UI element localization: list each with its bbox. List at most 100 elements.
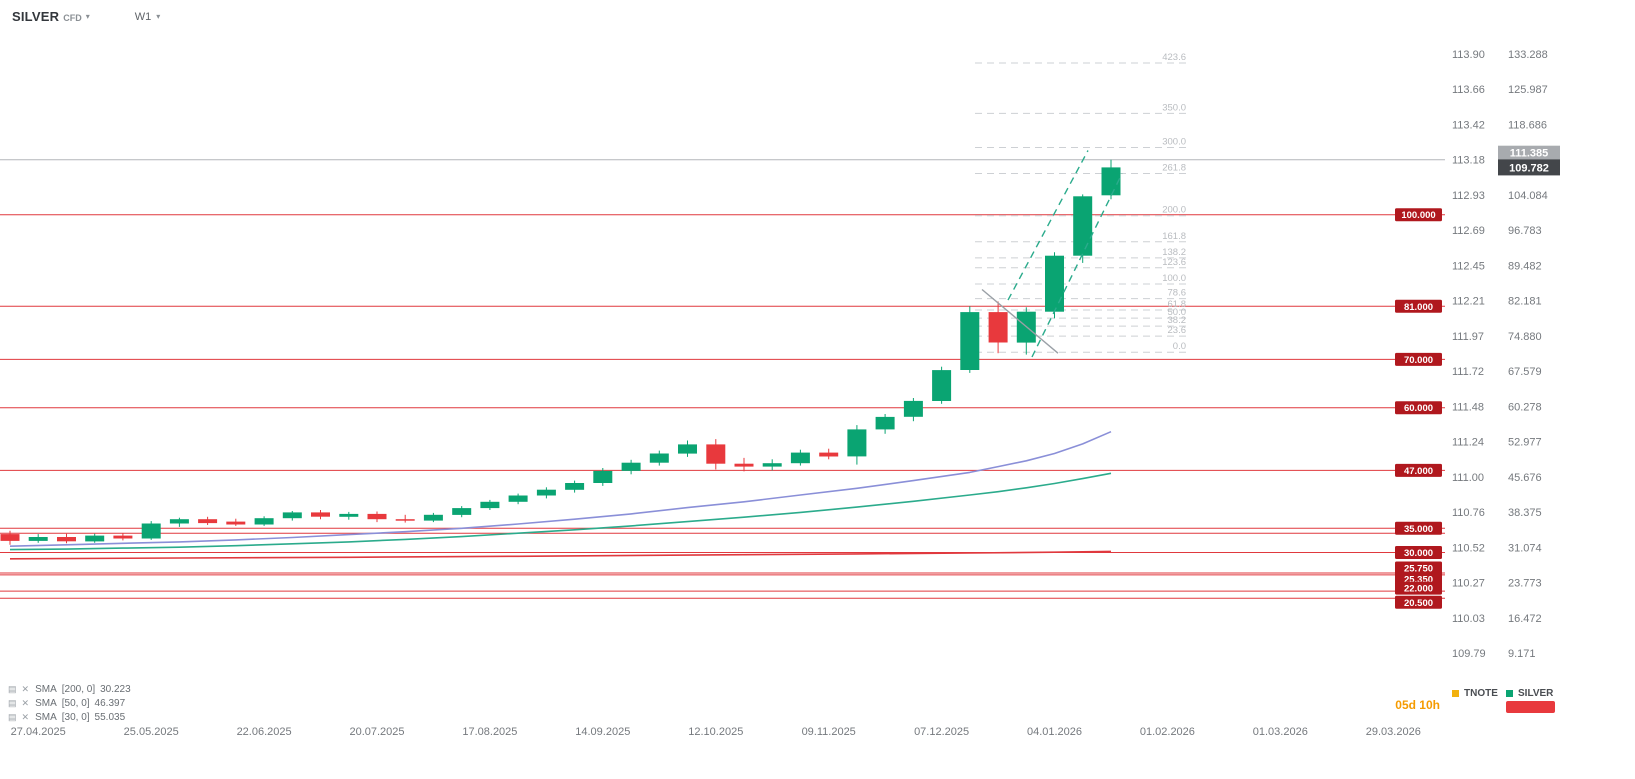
timeframe-selector[interactable]: W1 ▾ (135, 11, 161, 23)
svg-text:25.350: 25.350 (1404, 574, 1433, 585)
indicator-menu-icon[interactable]: ▤ (8, 712, 17, 722)
indicator-params: [200, 0] (61, 683, 96, 695)
svg-text:110.03: 110.03 (1452, 613, 1485, 625)
trendline-down-trendline[interactable] (981, 288, 1059, 354)
svg-text:113.18: 113.18 (1452, 155, 1485, 167)
svg-text:47.000: 47.000 (1404, 466, 1433, 477)
svg-text:38.375: 38.375 (1508, 507, 1542, 519)
indicator-remove-icon[interactable]: ✕ (21, 698, 30, 708)
svg-text:14.09.2025: 14.09.2025 (575, 726, 630, 738)
indicator-value: 30.223 (100, 683, 131, 695)
svg-text:300.0: 300.0 (1162, 137, 1186, 148)
price-axis[interactable]: 113.90 113.66 113.42 113.18 112.93 112.69 112.… (1452, 49, 1548, 660)
fibonacci-retracement[interactable]: 423.6 350.0 300.0 261.8 200.0 161.8 138.2123.6… (975, 52, 1190, 353)
svg-text:113.42: 113.42 (1452, 120, 1485, 132)
svg-text:112.69: 112.69 (1452, 225, 1485, 237)
svg-text:81.000: 81.000 (1404, 302, 1433, 313)
legend-item-silver[interactable]: SILVER (1506, 688, 1553, 699)
svg-text:22.000: 22.000 (1404, 584, 1433, 595)
svg-text:25.05.2025: 25.05.2025 (124, 726, 179, 738)
svg-text:23.6: 23.6 (1168, 325, 1187, 336)
indicator-row-sma200: ▤ ✕ SMA [200, 0] 30.223 (8, 682, 131, 696)
indicator-value: 46.397 (94, 697, 126, 709)
indicator-value: 55.035 (94, 711, 126, 723)
price-level-lines[interactable] (0, 214, 1445, 599)
svg-text:35.000: 35.000 (1404, 524, 1433, 535)
sma-50-line[interactable] (9, 472, 1112, 551)
svg-text:96.783: 96.783 (1508, 225, 1542, 237)
svg-text:60.000: 60.000 (1404, 403, 1433, 414)
svg-text:50.0: 50.0 (1168, 307, 1187, 318)
svg-text:100.000: 100.000 (1401, 210, 1435, 221)
svg-text:261.8: 261.8 (1162, 163, 1186, 174)
svg-text:200.0: 200.0 (1162, 205, 1186, 216)
svg-text:112.45: 112.45 (1452, 260, 1485, 272)
sma-30-line[interactable] (9, 430, 1112, 547)
indicator-name: SMA (35, 683, 57, 695)
time-axis[interactable]: 27.04.2025 25.05.2025 22.06.2025 20.07.2025… (11, 726, 1421, 738)
svg-text:30.000: 30.000 (1404, 548, 1433, 559)
sma-200-line[interactable] (9, 550, 1112, 560)
indicator-remove-icon[interactable]: ✕ (21, 712, 30, 722)
svg-text:16.472: 16.472 (1508, 613, 1542, 625)
svg-text:74.880: 74.880 (1508, 331, 1542, 343)
svg-text:29.03.2026: 29.03.2026 (1366, 726, 1421, 738)
svg-text:110.76: 110.76 (1452, 507, 1485, 519)
indicator-menu-icon[interactable]: ▤ (8, 698, 17, 708)
svg-text:125.987: 125.987 (1508, 84, 1548, 96)
svg-text:350.0: 350.0 (1162, 102, 1186, 113)
svg-text:25.750: 25.750 (1404, 564, 1433, 575)
svg-text:67.579: 67.579 (1508, 366, 1542, 378)
chevron-down-icon: ▾ (85, 12, 90, 21)
svg-text:123.6: 123.6 (1162, 257, 1186, 268)
indicator-row-sma50: ▤ ✕ SMA [50, 0] 46.397 (8, 696, 131, 710)
svg-text:161.8: 161.8 (1162, 231, 1186, 242)
trendline-channel-upper[interactable] (1007, 150, 1089, 301)
legend-item-tnote[interactable]: TNOTE (1452, 688, 1498, 699)
indicator-remove-icon[interactable]: ✕ (21, 684, 30, 694)
indicator-name: SMA (35, 711, 57, 723)
svg-text:111.97: 111.97 (1452, 331, 1484, 343)
symbol-name: SILVER (12, 9, 60, 24)
svg-text:104.084: 104.084 (1508, 190, 1548, 202)
svg-text:01.02.2026: 01.02.2026 (1140, 726, 1195, 738)
svg-text:52.977: 52.977 (1508, 437, 1542, 449)
svg-text:133.288: 133.288 (1508, 49, 1548, 61)
svg-text:9.171: 9.171 (1508, 648, 1536, 660)
svg-text:89.482: 89.482 (1508, 260, 1542, 272)
indicator-menu-icon[interactable]: ▤ (8, 684, 17, 694)
svg-text:45.676: 45.676 (1508, 472, 1542, 484)
svg-text:70.000: 70.000 (1404, 355, 1433, 366)
svg-text:111.385: 111.385 (1510, 148, 1549, 160)
symbol-selector[interactable]: SILVER CFD ▾ (12, 9, 90, 24)
svg-text:0.0: 0.0 (1173, 341, 1186, 352)
svg-text:01.03.2026: 01.03.2026 (1253, 726, 1308, 738)
symbol-type: CFD (63, 13, 82, 23)
price-level-labels: 100.000 81.000 70.000 60.000 47.000 35.000 30.… (1395, 208, 1442, 609)
svg-text:61.8: 61.8 (1168, 299, 1187, 310)
indicator-params: [50, 0] (61, 697, 90, 709)
indicator-legend: ▤ ✕ SMA [200, 0] 30.223 ▤ ✕ SMA [50, 0] … (8, 682, 131, 724)
current-price-badge: 109.782 (1498, 159, 1560, 176)
timeframe-label: W1 (134, 10, 152, 23)
svg-text:109.782: 109.782 (1509, 162, 1549, 174)
trendline-channel-lower[interactable] (1031, 173, 1123, 358)
bar-close-countdown: 05d 10h (1395, 698, 1440, 712)
svg-text:113.90: 113.90 (1452, 49, 1485, 61)
chart-header: SILVER CFD ▾ W1 ▾ (12, 9, 160, 24)
svg-text:100.0: 100.0 (1162, 273, 1186, 284)
svg-text:31.074: 31.074 (1508, 542, 1542, 554)
svg-text:78.6: 78.6 (1168, 288, 1187, 299)
svg-text:423.6: 423.6 (1162, 52, 1186, 63)
svg-text:110.52: 110.52 (1452, 542, 1485, 554)
svg-text:118.686: 118.686 (1508, 120, 1547, 132)
silver-price-pill (1506, 701, 1555, 713)
chevron-down-icon: ▾ (156, 12, 161, 21)
svg-text:112.93: 112.93 (1452, 190, 1485, 202)
svg-text:07.12.2025: 07.12.2025 (914, 726, 969, 738)
indicator-params: [30, 0] (61, 711, 90, 723)
svg-text:27.04.2025: 27.04.2025 (11, 726, 66, 738)
tnote-label: TNOTE (1464, 688, 1498, 699)
svg-text:111.24: 111.24 (1452, 437, 1484, 449)
